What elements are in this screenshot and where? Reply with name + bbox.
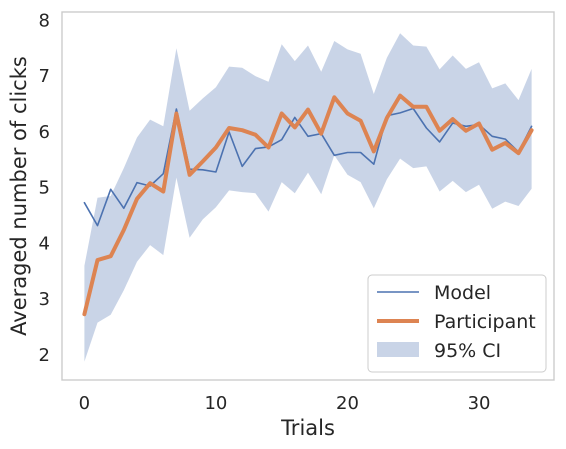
y-tick-label: 2: [39, 345, 50, 366]
y-tick-labels: 2 3 4 5 6 7 8: [39, 10, 50, 366]
y-tick-label: 6: [39, 122, 50, 143]
legend-ci-label: 95% CI: [434, 340, 501, 362]
legend-ci-patch: [377, 342, 419, 357]
y-tick-label: 3: [39, 289, 50, 310]
y-axis-label: Averaged number of clicks: [7, 56, 31, 336]
legend-participant-label: Participant: [434, 311, 536, 333]
x-tick-label: 30: [468, 393, 491, 414]
y-tick-label: 7: [39, 66, 50, 87]
x-tick-label: 10: [204, 393, 227, 414]
legend-box: [367, 274, 547, 373]
legend: Model Participant 95% CI: [367, 274, 547, 373]
ci-band: [84, 33, 532, 362]
x-axis-label: Trials: [280, 416, 335, 440]
y-tick-label: 8: [39, 10, 50, 31]
y-tick-label: 4: [39, 233, 50, 254]
series-lines-layer: [82, 93, 534, 317]
ci-band-layer: [84, 33, 532, 362]
x-tick-label: 20: [336, 393, 359, 414]
x-tick-label: 0: [79, 393, 90, 414]
y-tick-label: 5: [39, 178, 50, 199]
x-tick-labels: 0 10 20 30: [79, 393, 491, 414]
participant-series-line: [82, 93, 534, 317]
legend-model-label: Model: [434, 282, 491, 304]
